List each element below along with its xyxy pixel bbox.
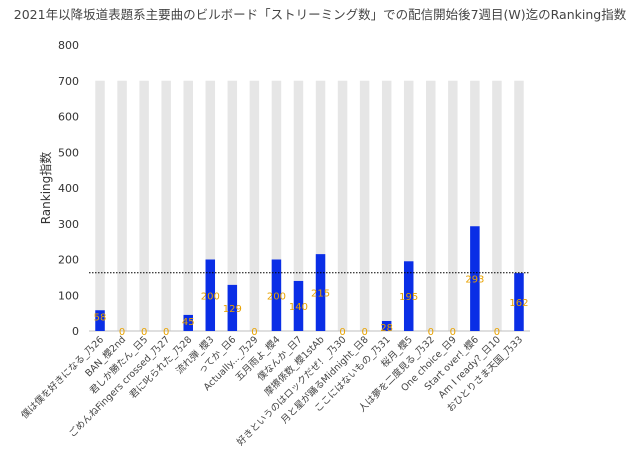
max-bar	[359, 80, 370, 331]
max-bar	[381, 80, 392, 331]
y-tick-label: 800	[58, 39, 79, 52]
max-bar	[337, 80, 348, 331]
y-axis-label: Ranking指数	[38, 152, 53, 225]
max-bar	[448, 80, 458, 331]
data-label: 28	[380, 323, 393, 334]
max-bar	[470, 80, 480, 331]
y-axis-layer: 0 100 200 300 400 500 600 700 800	[58, 39, 530, 338]
max-bar	[293, 80, 304, 331]
y-tick-label: 400	[58, 182, 79, 195]
data-label: 0	[339, 327, 345, 338]
max-bar	[95, 80, 105, 331]
y-tick-label: 300	[58, 218, 79, 231]
max-bar	[514, 80, 524, 331]
bar	[381, 320, 392, 331]
max-bar	[183, 80, 193, 331]
bar	[293, 280, 304, 331]
max-bar	[492, 80, 502, 331]
chart-title: 2021年以降坂道表題系主要曲のビルボード「ストリーミング数」での配信開始後7週…	[14, 7, 627, 22]
data-label: 293	[465, 275, 484, 286]
data-label: 0	[361, 327, 367, 338]
bar	[514, 273, 524, 331]
data-label: 0	[450, 327, 456, 338]
max-bar	[161, 80, 171, 331]
max-bar	[117, 80, 127, 331]
data-label: 195	[399, 292, 418, 303]
data-label: 0	[251, 327, 257, 338]
data-label: 140	[289, 302, 308, 313]
data-label: 0	[119, 327, 125, 338]
data-label: 129	[223, 304, 242, 315]
data-label: 215	[311, 289, 330, 300]
data-label: 200	[267, 291, 286, 302]
y-tick-label: 700	[58, 75, 79, 88]
x-axis-layer: 僕は僕を好きになる_乃26BAN_櫻2nd君しか勝たん_日5ごめんねFinger…	[19, 334, 526, 448]
max-bars-layer	[95, 80, 524, 331]
max-bar	[227, 80, 238, 331]
bar	[470, 226, 480, 331]
max-bar	[139, 80, 149, 331]
data-label: 0	[494, 327, 500, 338]
max-bar	[426, 80, 436, 331]
bar	[183, 314, 193, 331]
data-label: 162	[509, 298, 528, 309]
data-label: 0	[428, 327, 434, 338]
data-label: 45	[182, 317, 195, 328]
data-label: 200	[201, 291, 220, 302]
max-bar	[315, 80, 326, 331]
bar	[205, 259, 216, 331]
bar	[95, 310, 105, 331]
y-tick-label: 200	[58, 254, 79, 267]
bar	[315, 254, 326, 331]
y-tick-label: 500	[58, 146, 79, 159]
data-label: 58	[94, 312, 107, 323]
data-label: 0	[163, 327, 169, 338]
max-bar	[205, 80, 216, 331]
y-tick-label: 100	[58, 289, 79, 302]
bar	[227, 284, 238, 331]
max-bar	[403, 80, 414, 331]
max-bar	[249, 80, 260, 331]
y-tick-label: 0	[72, 325, 79, 338]
bars-layer	[95, 226, 524, 331]
y-tick-label: 600	[58, 111, 79, 124]
max-bar	[271, 80, 282, 331]
bar	[271, 259, 282, 331]
bar	[403, 261, 414, 331]
data-label: 0	[141, 327, 147, 338]
